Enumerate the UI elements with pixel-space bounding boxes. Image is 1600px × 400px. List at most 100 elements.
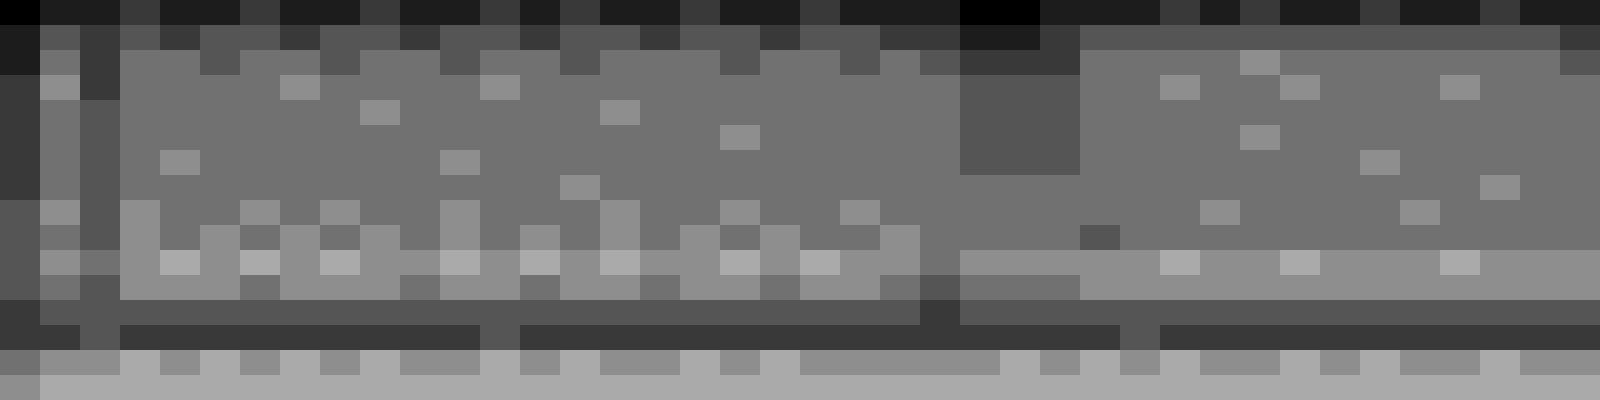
cell — [1440, 275, 1481, 301]
cell — [360, 350, 401, 376]
cell — [80, 375, 121, 400]
cell — [520, 200, 561, 226]
cell — [400, 100, 441, 126]
cell — [760, 100, 801, 126]
cell — [120, 225, 161, 251]
cell — [40, 300, 81, 326]
cell — [760, 25, 801, 51]
cell — [120, 150, 161, 176]
cell — [120, 350, 161, 376]
cell — [0, 375, 41, 400]
cell — [160, 175, 201, 201]
cell — [280, 75, 321, 101]
cell — [1360, 275, 1401, 301]
cell — [920, 375, 961, 400]
cell — [320, 200, 361, 226]
cell — [240, 300, 281, 326]
cell — [920, 125, 961, 151]
cell — [1120, 75, 1161, 101]
cell — [360, 75, 401, 101]
cell — [200, 300, 241, 326]
cell — [120, 50, 161, 76]
cell — [1320, 375, 1361, 400]
cell — [320, 150, 361, 176]
cell — [1480, 100, 1521, 126]
cell — [920, 100, 961, 126]
cell — [600, 275, 641, 301]
cell — [1360, 125, 1401, 151]
cell — [40, 0, 81, 26]
cell — [200, 375, 241, 400]
cell — [80, 25, 121, 51]
cell — [280, 375, 321, 400]
cell — [680, 50, 721, 76]
cell — [160, 250, 201, 276]
cell — [1240, 350, 1281, 376]
cell — [1280, 175, 1321, 201]
cell — [1400, 150, 1441, 176]
cell — [120, 200, 161, 226]
cell — [40, 200, 81, 226]
cell — [1560, 275, 1600, 301]
cell — [1160, 50, 1201, 76]
cell — [1240, 0, 1281, 26]
cell — [720, 275, 761, 301]
cell — [80, 125, 121, 151]
cell — [960, 150, 1001, 176]
cell — [520, 275, 561, 301]
cell — [1320, 300, 1361, 326]
cell — [1000, 175, 1041, 201]
cell — [0, 0, 41, 26]
cell — [1080, 0, 1121, 26]
cell — [160, 50, 201, 76]
cell — [560, 200, 601, 226]
cell — [360, 225, 401, 251]
cell — [880, 375, 921, 400]
cell — [1240, 75, 1281, 101]
cell — [1440, 100, 1481, 126]
cell — [720, 175, 761, 201]
cell — [1120, 200, 1161, 226]
cell — [760, 275, 801, 301]
cell — [1360, 300, 1401, 326]
cell — [1120, 375, 1161, 400]
cell — [1040, 150, 1081, 176]
cell — [320, 25, 361, 51]
cell — [640, 200, 681, 226]
cell — [720, 100, 761, 126]
cell — [1240, 100, 1281, 126]
cell — [560, 300, 601, 326]
cell — [1560, 125, 1600, 151]
cell — [1280, 325, 1321, 351]
cells — [0, 0, 1600, 400]
cell — [1360, 375, 1401, 400]
cell — [120, 275, 161, 301]
cell — [360, 175, 401, 201]
cell — [880, 50, 921, 76]
cell — [520, 175, 561, 201]
cell — [800, 375, 841, 400]
cell — [600, 75, 641, 101]
cell — [960, 125, 1001, 151]
cell — [560, 250, 601, 276]
cell — [480, 200, 521, 226]
cell — [600, 50, 641, 76]
cell — [440, 325, 481, 351]
cell — [880, 125, 921, 151]
cell — [440, 200, 481, 226]
cell — [1000, 100, 1041, 126]
cell — [40, 275, 81, 301]
cell — [320, 275, 361, 301]
cell — [160, 75, 201, 101]
cell — [1080, 25, 1121, 51]
cell — [1320, 0, 1361, 26]
cell — [1320, 75, 1361, 101]
cell — [240, 325, 281, 351]
cell — [400, 50, 441, 76]
cell — [120, 300, 161, 326]
cell — [800, 200, 841, 226]
cell — [520, 350, 561, 376]
cell — [560, 175, 601, 201]
cell — [1080, 50, 1121, 76]
cell — [840, 225, 881, 251]
